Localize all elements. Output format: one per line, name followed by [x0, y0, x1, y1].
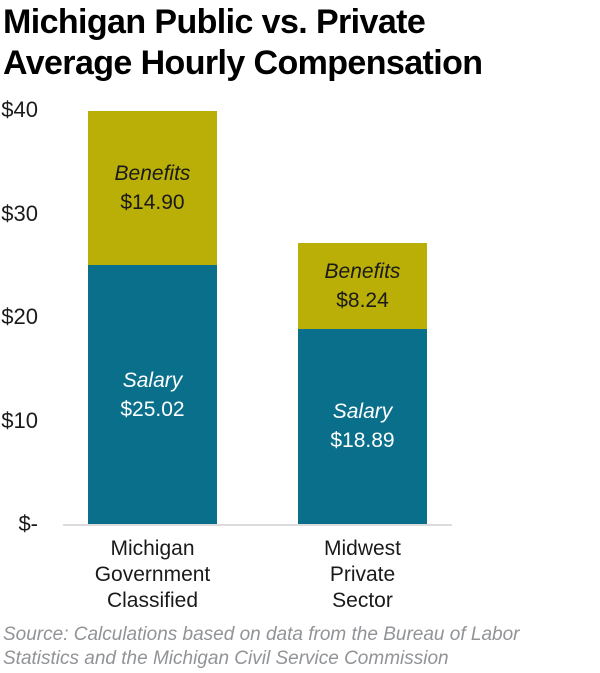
segment-value-label: $25.02 — [120, 397, 185, 421]
bar-midwest-private-sector: Salary $18.89 Benefits $8.24 — [298, 243, 427, 524]
x-axis-label-line: Private — [329, 563, 396, 586]
x-axis-label-line: Michigan — [110, 537, 195, 560]
segment-value-label: $8.24 — [336, 288, 389, 312]
chart-title-line2: Average Hourly Compensation — [3, 44, 483, 82]
segment-name-label: Benefits — [324, 259, 401, 283]
segment-value-label: $18.89 — [330, 429, 395, 453]
segment-name-label: Salary — [332, 400, 393, 424]
source-note-line1: Source: Calculations based on data from … — [3, 624, 520, 645]
bar-segment-salary: Salary $18.89 — [298, 328, 427, 524]
x-axis-line — [63, 524, 452, 526]
x-axis-label: Midwest Private Sector — [243, 536, 483, 614]
bar-michigan-government-classified: Salary $25.02 Benefits $14.90 — [88, 110, 217, 524]
x-axis-label-line: Sector — [332, 589, 393, 612]
y-tick-label: $20 — [1, 304, 38, 329]
x-axis-label-line: Midwest — [323, 537, 402, 560]
bar-segment-benefits: Benefits $14.90 — [88, 110, 217, 266]
chart-title-line1: Michigan Public vs. Private — [3, 3, 426, 41]
y-tick-label: $30 — [1, 200, 38, 226]
segment-name-label: Salary — [122, 368, 183, 392]
x-axis-label-line: Government — [94, 563, 211, 586]
x-axis-label: Michigan Government Classified — [33, 536, 273, 614]
y-tick-label: $10 — [1, 407, 38, 433]
x-axis-label-line: Classified — [106, 589, 199, 612]
segment-value-label: $14.90 — [120, 190, 185, 214]
chart-title: Michigan Public vs. Private Average Hour… — [3, 2, 600, 84]
segment-name-label: Benefits — [114, 161, 191, 185]
y-tick-label: $40 — [1, 97, 38, 122]
bar-segment-salary: Salary $25.02 — [88, 265, 217, 524]
bar-segment-benefits: Benefits $8.24 — [298, 243, 427, 329]
source-note: Source: Calculations based on data from … — [3, 623, 597, 671]
source-note-line2: Statistics and the Michigan Civil Servic… — [3, 648, 449, 669]
y-tick-label: $- — [18, 511, 38, 536]
